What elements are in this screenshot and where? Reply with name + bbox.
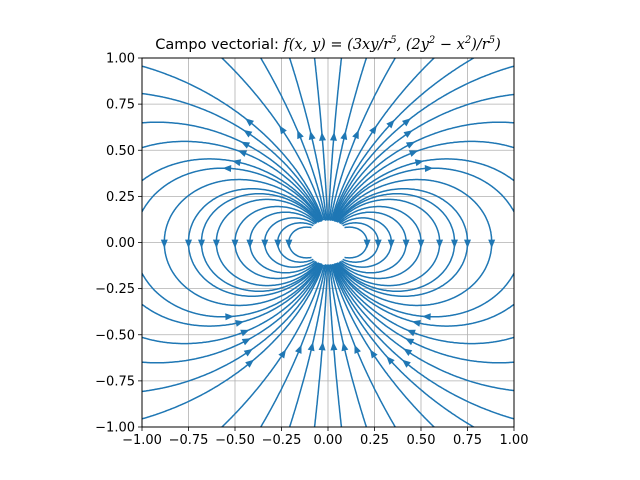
streamline-arrow	[285, 239, 293, 249]
streamline-arrow	[405, 141, 416, 149]
streamline-arrow	[160, 239, 168, 249]
streamline-arrow	[329, 132, 337, 141]
streamline-arrow	[436, 239, 444, 249]
streamline-arrow	[370, 349, 378, 359]
title-args: (x, y)	[289, 37, 326, 53]
streamline-arrow	[232, 159, 242, 167]
y-tick-label: −0.75	[95, 374, 135, 389]
streamline-arrow	[235, 319, 245, 327]
streamline-arrow	[225, 313, 234, 321]
x-tick-label: 0.00	[314, 433, 343, 448]
chart-title: Campo vectorial: f(x, y) = (3xy/r5, (2y2…	[155, 35, 500, 53]
streamline-arrow	[402, 359, 411, 368]
streamline-arrow	[424, 165, 434, 172]
streamline-arrow	[308, 130, 316, 140]
title-sup-3: 2	[464, 35, 471, 46]
streamline-arrow	[245, 118, 255, 127]
streamline-arrow	[363, 239, 371, 249]
streamline-arrow	[279, 125, 287, 135]
streamline-arrow	[451, 239, 458, 249]
streamline-arrow	[408, 150, 419, 157]
streamline-arrow	[352, 129, 359, 140]
streamline-arrow	[403, 130, 413, 138]
streamline-arrow	[185, 239, 192, 249]
streamline-arrow	[354, 344, 361, 354]
title-f: f	[283, 37, 292, 53]
streamline-arrow	[488, 239, 496, 249]
streamline-arrow	[231, 239, 239, 249]
x-tick-label: −0.25	[262, 433, 302, 448]
title-prefix: Campo vectorial:	[155, 37, 283, 53]
streamline-arrow	[406, 329, 416, 337]
streamline-arrow	[241, 338, 251, 346]
streamline-arrow	[240, 329, 250, 337]
streamline-arrow	[387, 239, 395, 249]
streamline-arrow	[274, 239, 282, 249]
streamline-arrow	[341, 342, 349, 352]
streamline-arrow	[401, 118, 411, 127]
streamline-arrow	[422, 313, 431, 321]
y-tick-label: 0.75	[106, 98, 135, 113]
title-end: )	[494, 37, 501, 53]
title-close: )/r	[470, 37, 490, 53]
title-eq: = (3xy/r	[326, 37, 392, 53]
streamline-arrow	[243, 348, 253, 357]
streamlines	[142, 58, 514, 427]
streamline-arrow	[386, 119, 395, 129]
streamline-arrow	[374, 239, 382, 249]
streamline-arrow	[464, 239, 471, 249]
streamline-arrow	[319, 132, 327, 141]
title-sup-4: 5	[489, 35, 495, 46]
streamline-arrow	[237, 150, 248, 157]
y-tick-label: −0.25	[95, 282, 135, 297]
streamline-arrow	[318, 341, 326, 351]
streamline-arrow	[278, 349, 286, 359]
y-tick-label: 0.25	[106, 190, 135, 205]
streamline-arrow	[411, 319, 421, 327]
streamline-arrow	[246, 239, 254, 249]
title-mid: , (2y	[397, 37, 430, 53]
streamline	[332, 263, 514, 392]
x-tick-label: 1.00	[500, 433, 529, 448]
streamline-arrow	[245, 359, 254, 368]
title-sup-1: 5	[390, 35, 396, 46]
y-tick-label: −1.00	[95, 421, 135, 436]
streamline-arrow	[330, 341, 338, 351]
y-tick-label: 1.00	[106, 52, 135, 67]
grid-lines	[141, 57, 515, 428]
y-tick-label: 0.00	[106, 236, 135, 251]
streamline-arrow	[403, 348, 413, 357]
streamline-arrow	[295, 344, 302, 354]
streamline-arrow	[297, 129, 304, 140]
x-tick-label: −0.75	[169, 433, 209, 448]
title-minus: − x	[435, 37, 465, 53]
streamline-arrow	[240, 141, 251, 149]
streamline-arrow	[261, 239, 269, 249]
streamline-arrow	[405, 338, 415, 346]
streamline-arrow	[243, 129, 253, 138]
streamline-arrow	[307, 342, 315, 352]
streamline-arrow	[402, 239, 410, 249]
streamline-arrow	[198, 239, 205, 249]
streamline-arrow	[386, 356, 395, 365]
streamline	[332, 93, 514, 222]
x-tick-label: 0.50	[407, 433, 436, 448]
streamline-arrow	[369, 125, 377, 135]
streamline-arrow	[340, 130, 348, 140]
streamline-arrow	[212, 239, 220, 249]
streamline-arrow	[414, 159, 424, 167]
x-tick-label: 0.25	[360, 433, 389, 448]
x-tick-label: −0.50	[215, 433, 255, 448]
x-tick-label: −1.00	[122, 433, 162, 448]
x-tick-label: 0.75	[453, 433, 482, 448]
title-sup-2: 2	[428, 35, 435, 46]
streamline-arrow	[222, 165, 232, 172]
streamline-arrow	[417, 239, 425, 249]
y-tick-label: −0.50	[95, 328, 135, 343]
axis-ticks: −1.00 −0.75 −0.50 −0.25 0.00 0.25 0.50 0.75 1.00…	[95, 52, 528, 449]
y-tick-label: 0.50	[106, 144, 135, 159]
